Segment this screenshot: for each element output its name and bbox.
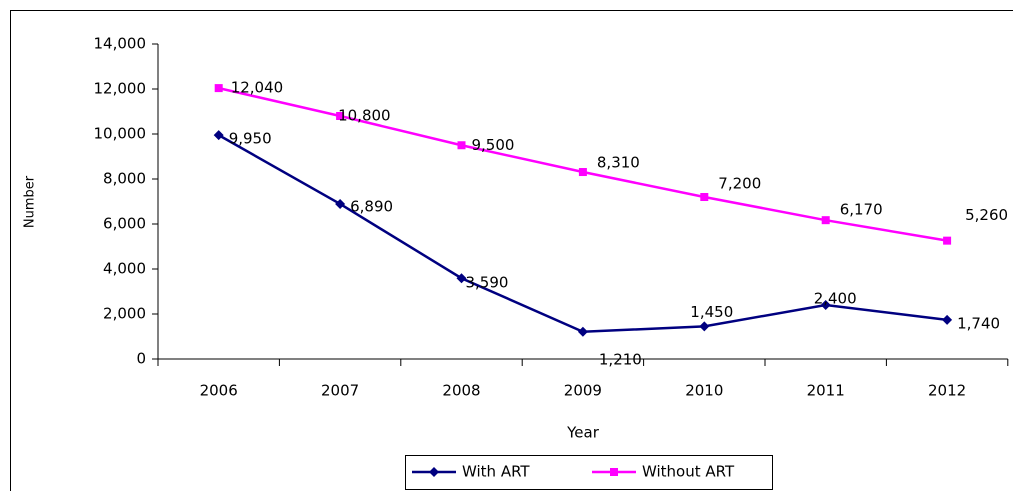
data-label: 5,260: [965, 206, 1008, 224]
marker: [700, 193, 709, 201]
marker: [335, 198, 346, 209]
legend-label: With ART: [462, 463, 530, 481]
x-tick-label: 2012: [928, 382, 966, 400]
x-tick-label: 2007: [321, 382, 359, 400]
marker: [943, 236, 952, 245]
y-tick-label: 8,000: [103, 170, 146, 188]
data-label: 10,800: [338, 107, 391, 125]
marker: [577, 326, 588, 337]
y-tick-label: 10,000: [94, 125, 147, 143]
data-label: 2,400: [814, 290, 857, 308]
data-label: 9,500: [472, 136, 515, 154]
y-tick-label: 14,000: [94, 35, 147, 53]
marker: [699, 321, 710, 332]
marker: [457, 141, 466, 150]
data-label: 6,890: [350, 197, 393, 215]
y-axis-label: Number: [23, 175, 38, 228]
marker: [213, 130, 224, 141]
marker: [429, 467, 439, 477]
y-tick-label: 4,000: [103, 260, 146, 278]
data-label: 9,950: [229, 130, 272, 148]
marker: [610, 468, 618, 476]
data-label: 3,590: [466, 274, 509, 292]
data-label: 8,310: [597, 154, 640, 172]
y-tick-label: 6,000: [103, 215, 146, 233]
x-tick-label: 2006: [200, 382, 238, 400]
marker: [942, 314, 953, 325]
chart-border: [10, 10, 1013, 491]
data-label: 6,170: [840, 201, 883, 219]
marker: [821, 216, 830, 225]
marker: [336, 112, 345, 120]
data-label: 1,210: [599, 350, 642, 368]
marker: [578, 168, 587, 177]
y-tick-label: 12,000: [94, 80, 147, 98]
data-label: 1,740: [957, 314, 1000, 332]
data-label: 1,450: [690, 303, 733, 321]
y-tick-label: 0: [136, 350, 146, 368]
legend-label: Without ART: [642, 463, 735, 481]
data-label: 7,200: [718, 175, 761, 193]
y-tick-label: 2,000: [103, 305, 146, 323]
x-axis-label: Year: [566, 424, 600, 442]
marker: [456, 273, 467, 284]
x-tick-label: 2011: [807, 382, 845, 400]
data-label: 12,040: [231, 79, 284, 97]
x-tick-label: 2010: [685, 382, 723, 400]
x-tick-label: 2009: [564, 382, 602, 400]
legend-box: [405, 455, 773, 490]
marker: [820, 300, 831, 310]
x-tick-label: 2008: [442, 382, 480, 400]
marker: [214, 84, 223, 93]
